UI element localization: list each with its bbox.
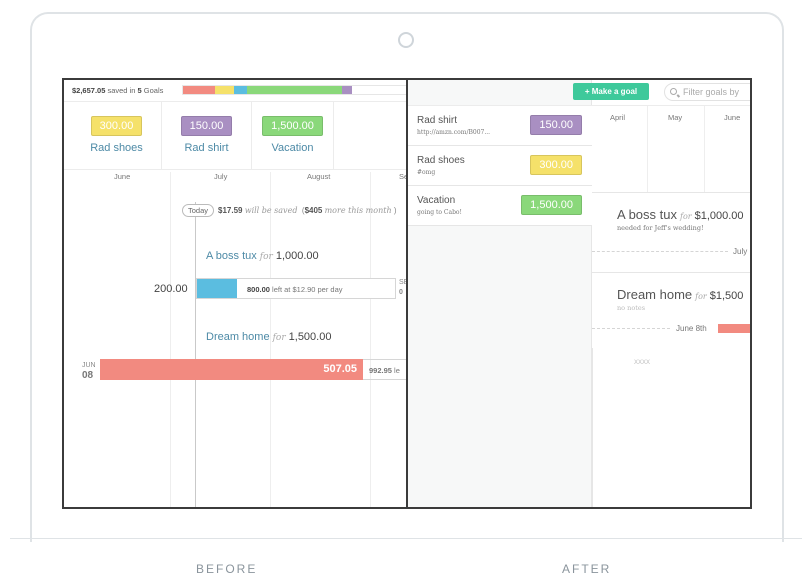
goal-tiles: 300.00 Rad shoes 150.00 Rad shirt 1,500.… bbox=[64, 102, 406, 170]
progress-fill bbox=[197, 279, 237, 298]
goal-title-boss-tux[interactable]: A boss tux for 1,000.00 bbox=[206, 250, 319, 262]
progress-segment-yellow bbox=[215, 86, 234, 94]
remaining-text: 800.00 left at $12.90 per day bbox=[247, 285, 343, 294]
search-icon bbox=[670, 88, 677, 95]
goal-amount-badge: 1,500.00 bbox=[262, 116, 323, 136]
device-base-line bbox=[10, 538, 802, 539]
month-divider bbox=[704, 106, 705, 192]
caption-before: BEFORE bbox=[196, 562, 258, 576]
today-badge[interactable]: Today bbox=[182, 204, 215, 217]
savings-progress-bar bbox=[182, 85, 406, 95]
month-label: July bbox=[214, 172, 228, 181]
month-divider bbox=[270, 172, 271, 507]
goal-card-note: needed for Jeff's wedding! bbox=[617, 224, 704, 232]
goal-tile-rad-shirt[interactable]: 150.00 Rad shirt bbox=[162, 102, 252, 170]
goal-card-title: Dream home for $1,500 bbox=[617, 287, 744, 302]
month-label: June bbox=[724, 113, 741, 122]
goal-title-dream-home[interactable]: Dream home for 1,500.00 bbox=[206, 331, 332, 343]
goal-amount-badge: 300.00 bbox=[530, 155, 582, 175]
month-label: Se bbox=[399, 172, 408, 181]
list-item-subtitle: going to Cabo! bbox=[417, 209, 462, 216]
goal-date: JUN 08 bbox=[82, 362, 96, 381]
list-item[interactable]: Vacation going to Cabo! 1,500.00 bbox=[408, 186, 592, 226]
panel-divider bbox=[592, 348, 593, 507]
list-item-subtitle: http://amzn.com/B007... bbox=[417, 129, 491, 136]
month-label: May bbox=[668, 113, 683, 122]
month-divider bbox=[370, 172, 371, 507]
goal-amount-badge: 300.00 bbox=[90, 116, 143, 136]
progress-segment-blue bbox=[234, 86, 247, 94]
goal-card-title: A boss tux for $1,000.00 bbox=[617, 207, 744, 222]
saved-amount: 200.00 bbox=[154, 283, 188, 295]
before-screen: $2,657.05 saved in 5 Goals 300.00 Rad sh… bbox=[62, 78, 408, 509]
goal-name: Rad shoes bbox=[90, 142, 143, 154]
progress-segment-green bbox=[247, 86, 342, 94]
make-goal-button[interactable]: + Make a goal bbox=[573, 83, 649, 100]
month-divider bbox=[170, 172, 171, 507]
goal-tile-rad-shoes[interactable]: 300.00 Rad shoes bbox=[72, 102, 162, 170]
filter-input[interactable]: Filter goals by bbox=[664, 83, 750, 101]
timeline-footer-label: XXXX bbox=[634, 360, 651, 366]
goal-card-boss-tux[interactable]: A boss tux for $1,000.00 needed for Jeff's… bbox=[592, 192, 750, 272]
saved-amount: 507.05 bbox=[323, 363, 357, 375]
month-divider bbox=[647, 106, 648, 192]
toolbar: + Make a goal Filter goals by bbox=[408, 80, 750, 106]
goal-progress-bar-boss-tux[interactable]: 800.00 left at $12.90 per day bbox=[196, 278, 396, 299]
goal-progress-bar-dream-home[interactable] bbox=[718, 324, 750, 333]
goal-card-dream-home[interactable]: Dream home for $1,500 no notes bbox=[592, 272, 750, 348]
list-item-title: Rad shoes bbox=[417, 155, 465, 166]
timeline-months: June July August Se bbox=[64, 172, 406, 184]
month-label: April bbox=[610, 113, 626, 122]
goal-amount-badge: 1,500.00 bbox=[521, 195, 582, 215]
progress-segment-purple bbox=[342, 86, 352, 94]
list-item-subtitle: #omg bbox=[417, 169, 436, 176]
after-screen: + Make a goal Filter goals by Rad shirt … bbox=[406, 78, 752, 509]
goal-amount-badge: 150.00 bbox=[180, 116, 233, 136]
month-label: August bbox=[307, 172, 331, 181]
caption-after: AFTER bbox=[562, 562, 612, 576]
timeline-dash bbox=[592, 328, 670, 329]
list-item-title: Vacation bbox=[417, 195, 456, 206]
today-summary: Today $17.59 will be saved ($405 more thi… bbox=[182, 204, 397, 217]
today-marker-line bbox=[195, 202, 196, 507]
bar-side-label: SE 0 bbox=[399, 279, 408, 296]
goal-date-marker: July bbox=[733, 247, 748, 256]
goal-amount-badge: 150.00 bbox=[530, 115, 582, 135]
goal-card-note: no notes bbox=[617, 304, 646, 312]
filter-placeholder: Filter goals by bbox=[683, 87, 740, 97]
goal-name: Rad shirt bbox=[184, 142, 229, 154]
timeline-dash bbox=[592, 251, 728, 252]
list-item-title: Rad shirt bbox=[417, 115, 458, 126]
goal-date-marker: June 8th bbox=[676, 324, 707, 333]
device-frame bbox=[30, 12, 784, 542]
goal-progress-bar-dream-home[interactable]: 507.05 bbox=[100, 359, 363, 380]
month-label: June bbox=[114, 172, 131, 181]
remaining-text: 992.95 le bbox=[363, 359, 406, 380]
savings-summary: $2,657.05 saved in 5 Goals bbox=[72, 86, 164, 95]
goal-tile-vacation[interactable]: 1,500.00 Vacation bbox=[252, 102, 334, 170]
camera-icon bbox=[398, 32, 414, 48]
list-item[interactable]: Rad shirt http://amzn.com/B007... 150.00 bbox=[408, 106, 592, 146]
goal-name: Vacation bbox=[271, 142, 314, 154]
savings-header: $2,657.05 saved in 5 Goals bbox=[64, 80, 406, 102]
progress-segment-red bbox=[183, 86, 215, 94]
list-item[interactable]: Rad shoes #omg 300.00 bbox=[408, 146, 592, 186]
